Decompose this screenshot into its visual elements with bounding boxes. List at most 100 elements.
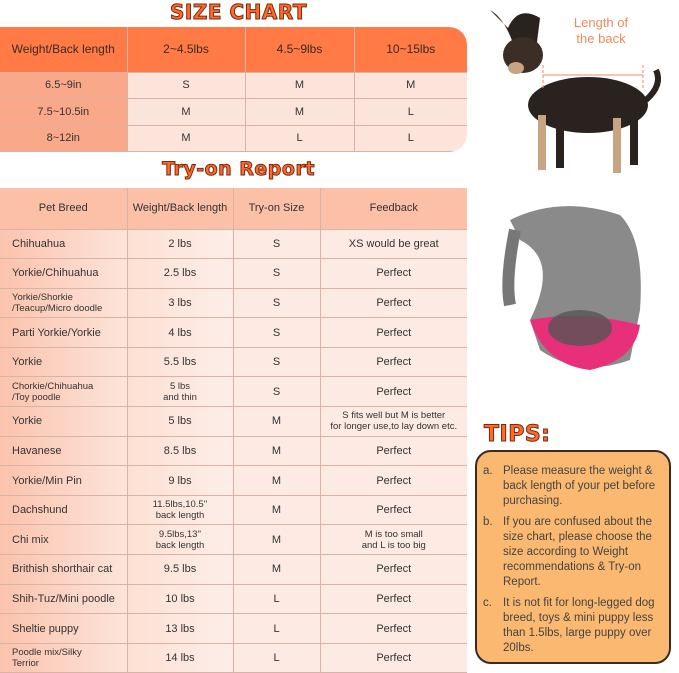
table-cell: 13 lbs [127,613,234,644]
tip-text: If you are confused about the size chart… [503,516,652,588]
table-cell: M is too small and L is too big [320,524,467,556]
table-cell: Perfect [320,347,467,378]
size-chart-table: Weight/Back length 2~4.5lbs 4.5~9lbs 10~15l… [0,27,467,152]
header-row: Pet Breed Weight/Back length Try-on Size Fe… [0,188,467,230]
table-row: Chi mix 9.5lbs,13'' back length M M is too … [0,524,467,556]
table-cell: M [233,465,321,496]
table-cell: S [233,258,321,289]
table-cell: Sheltie puppy [0,613,128,644]
table-cell: M [233,495,321,526]
table-row: Chorkie/Chihuahua /Toy poodle 5 lbs and t… [0,376,467,408]
size-chart-title: SIZE CHART [169,0,307,25]
table-row: 7.5~10.5in M M L [0,98,467,126]
table-cell: L [233,643,321,673]
table-cell: Yorkie/Shorkie /Teacup/Micro doodle [0,288,128,319]
table-cell: M [233,406,321,437]
table-cell: Chihuahua [0,229,128,260]
table-row: 6.5~9in S M M [0,72,467,99]
table-cell: Perfect [320,258,467,289]
tip-b: b. If you are confused about the size cha… [483,515,661,590]
table-cell: Yorkie [0,406,128,437]
table-cell: Perfect [320,495,467,526]
table-cell: 2 lbs [127,229,234,260]
table-cell: 10 lbs [127,584,234,615]
table-cell: S [127,72,246,99]
table-cell: Perfect [320,436,467,467]
table-cell: M [233,524,321,556]
table-cell: Perfect [320,613,467,644]
table-row: Brithish shorthair cat 9.5 lbs M Perfect [0,554,467,585]
table-cell: 8~12in [0,125,128,152]
table-cell: 9.5 lbs [127,554,234,585]
table-cell: S fits well but M is better for longer u… [320,406,467,437]
table-row: Chihuahua 2 lbs S XS would be great [0,229,467,260]
table-cell: 9 lbs [127,465,234,496]
table-cell: Perfect [320,465,467,496]
table-row: Yorkie 5 lbs M S fits well but M is better … [0,406,467,437]
table-cell: S [233,317,321,348]
table-cell: S [233,376,321,408]
table-cell: M [233,554,321,585]
table-cell: S [233,347,321,378]
table-cell: 8.5 lbs [127,436,234,467]
table-row: Yorkie/Chihuahua 2.5 lbs S Perfect [0,258,467,289]
table-cell: Weight/Back length [0,27,128,73]
table-cell: Yorkie [0,347,128,378]
table-cell: 11.5lbs,10.5'' back length [127,495,234,526]
table-cell: Weight/Back length [127,188,234,230]
table-cell: 5 lbs and thin [127,376,234,408]
table-cell: Pet Breed [0,188,128,230]
table-cell: Chorkie/Chihuahua /Toy poodle [0,376,128,408]
tip-a: a. Please measure the weight & back lengt… [483,464,661,509]
table-cell: 2~4.5lbs [127,27,246,73]
try-on-table: Pet Breed Weight/Back length Try-on Size Fe… [0,188,467,673]
table-cell: M [245,98,355,126]
table-row: Yorkie/Shorkie /Teacup/Micro doodle 3 lbs… [0,288,467,319]
tip-letter: b. [483,516,493,528]
table-row: Shih-Tuz/Mini poodle 10 lbs L Perfect [0,584,467,615]
tip-letter: c. [483,597,492,609]
table-cell: 5 lbs [127,406,234,437]
tip-c: c. It is not fit for long-legged dog bree… [483,596,661,656]
table-cell: M [245,72,355,99]
table-cell: 3 lbs [127,288,234,319]
table-cell: 4.5~9lbs [245,27,355,73]
table-cell: Feedback [320,188,467,230]
table-cell: S [233,229,321,260]
table-cell: 10~15lbs [354,27,467,73]
table-cell: Perfect [320,584,467,615]
tips-box: a. Please measure the weight & back lengt… [475,450,671,664]
table-cell: Poodle mix/Silky Terrior [0,643,128,673]
table-cell: Dachshund [0,495,128,526]
table-row: Yorkie 5.5 lbs S Perfect [0,347,467,378]
table-cell: L [233,613,321,644]
table-row: Poodle mix/Silky Terrior 14 lbs L Perfect [0,643,467,673]
table-cell: 9.5lbs,13'' back length [127,524,234,556]
table-cell: Perfect [320,554,467,585]
table-row: 8~12in M L L [0,125,467,152]
table-cell: M [127,125,246,152]
table-cell: 6.5~9in [0,72,128,99]
table-cell: Perfect [320,643,467,673]
table-cell: Yorkie/Chihuahua [0,258,128,289]
pet-sling-bag-image [502,206,641,370]
table-cell: 4 lbs [127,317,234,348]
dog-image [490,10,661,173]
table-cell: M [233,436,321,467]
tips-title: TIPS: [483,422,551,448]
table-cell: 14 lbs [127,643,234,673]
table-cell: Brithish shorthair cat [0,554,128,585]
table-row: Parti Yorkie/Yorkie 4 lbs S Perfect [0,317,467,348]
table-cell: L [354,98,467,126]
table-cell: 5.5 lbs [127,347,234,378]
tip-text: It is not fit for long-legged dog breed,… [503,597,655,654]
table-cell: M [127,98,246,126]
tip-letter: a. [483,465,493,477]
table-cell: XS would be great [320,229,467,260]
table-cell: 2.5 lbs [127,258,234,289]
table-row: Dachshund 11.5lbs,10.5'' back length M Perf… [0,495,467,526]
table-cell: Perfect [320,376,467,408]
table-cell: Havanese [0,436,128,467]
tip-text: Please measure the weight & back length … [503,465,656,507]
table-cell: M [354,72,467,99]
